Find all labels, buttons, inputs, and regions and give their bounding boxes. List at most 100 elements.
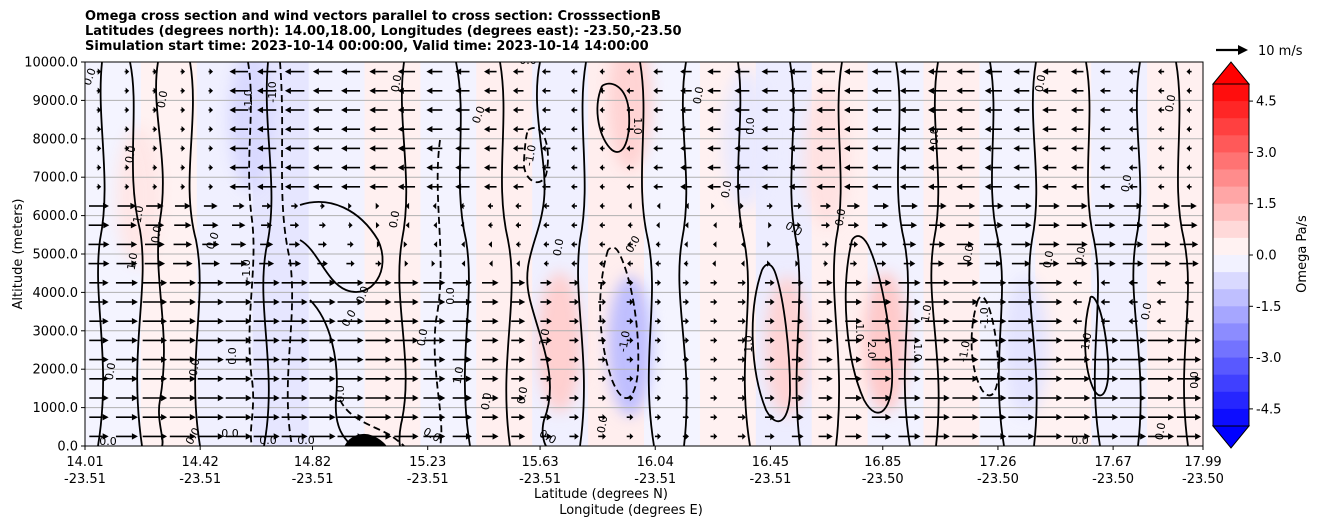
wind-vector bbox=[281, 318, 308, 325]
wind-vector bbox=[569, 414, 579, 421]
wind-vector-head bbox=[574, 279, 579, 286]
wind-vector bbox=[1120, 356, 1147, 363]
wind-vector-head bbox=[713, 356, 718, 363]
wind-vector bbox=[512, 106, 524, 114]
wind-vector bbox=[1071, 145, 1084, 152]
wind-vector bbox=[483, 126, 497, 133]
wind-vector-head bbox=[184, 202, 191, 210]
wind-vector-head bbox=[1025, 222, 1032, 229]
wind-vector bbox=[89, 318, 109, 325]
wind-vector bbox=[952, 375, 979, 382]
y-tick-label: 4000.0 bbox=[33, 286, 79, 301]
wind-vector bbox=[899, 68, 920, 75]
wind-vector-head bbox=[426, 106, 433, 114]
contour-label: 0.0 bbox=[744, 117, 757, 135]
wind-vector bbox=[365, 356, 392, 363]
wind-vector bbox=[1184, 298, 1194, 306]
wind-vector-head bbox=[125, 87, 130, 94]
wind-vector-head bbox=[1100, 279, 1105, 286]
wind-vector bbox=[516, 260, 520, 267]
wind-vector-head bbox=[938, 260, 945, 267]
wind-vector bbox=[540, 337, 552, 344]
wind-vector-head bbox=[826, 375, 833, 382]
wind-vector-head bbox=[629, 356, 634, 363]
wind-vector bbox=[403, 241, 408, 248]
wind-vector bbox=[180, 68, 186, 75]
wind-vector bbox=[710, 375, 718, 382]
wind-vector-head bbox=[412, 375, 419, 382]
wind-vector-head bbox=[707, 145, 714, 152]
wind-vector bbox=[115, 318, 138, 325]
wind-vector-head bbox=[161, 318, 168, 325]
colorbar-level bbox=[1213, 357, 1249, 376]
wind-vector-head bbox=[483, 87, 490, 94]
wind-vector-head bbox=[519, 414, 526, 421]
wind-vector bbox=[682, 414, 689, 421]
wind-vector-head bbox=[627, 222, 632, 229]
wind-vector bbox=[925, 298, 950, 306]
wind-vector bbox=[455, 68, 470, 75]
wind-vector-head bbox=[885, 279, 892, 286]
wind-vector bbox=[365, 318, 392, 325]
wind-vector bbox=[511, 433, 526, 440]
wind-vector-head bbox=[734, 164, 741, 171]
colorbar-tick-label: -4.5 bbox=[1256, 402, 1281, 417]
wind-vector bbox=[481, 298, 499, 306]
wind-vector bbox=[898, 279, 921, 286]
wind-vector bbox=[481, 279, 499, 286]
wind-vector bbox=[571, 202, 577, 210]
wind-vector bbox=[925, 433, 950, 440]
wind-vector-head bbox=[217, 356, 224, 363]
wind-vector bbox=[261, 222, 273, 229]
colorbar-level bbox=[1213, 374, 1249, 393]
contour-label: 0.0 bbox=[1139, 302, 1155, 321]
wind-vector bbox=[682, 375, 689, 382]
wind-vector bbox=[818, 298, 833, 306]
wind-vector bbox=[788, 126, 807, 133]
wind-vector-head bbox=[844, 164, 851, 171]
wind-vector bbox=[984, 106, 1002, 114]
wind-vector bbox=[208, 145, 214, 152]
wind-vector bbox=[341, 183, 361, 190]
wind-vector-head bbox=[910, 260, 916, 267]
wind-vector bbox=[571, 222, 578, 229]
wind-vector-head bbox=[541, 183, 546, 190]
wind-vector bbox=[1176, 433, 1202, 440]
wind-vector-head bbox=[1112, 394, 1119, 402]
y-axis-label: Altitude (meters) bbox=[11, 199, 26, 310]
contour-label: 0.0 bbox=[961, 244, 977, 263]
wind-vector bbox=[737, 375, 746, 382]
wind-vector-head bbox=[816, 106, 823, 114]
wind-vector-head bbox=[734, 183, 741, 190]
wind-vector bbox=[1071, 87, 1084, 94]
wind-vector-head bbox=[798, 202, 802, 210]
wind-vector-head bbox=[426, 164, 433, 171]
wind-vector-head bbox=[546, 433, 552, 440]
wind-vector bbox=[1010, 202, 1032, 210]
wind-vector-head bbox=[657, 414, 662, 421]
wind-vector-head bbox=[816, 183, 823, 190]
contour-label: 0.0 bbox=[149, 225, 165, 244]
wind-vector bbox=[257, 164, 277, 171]
wind-vector bbox=[818, 337, 833, 344]
wind-vector bbox=[957, 260, 974, 267]
wind-vector bbox=[626, 298, 634, 306]
omega-field bbox=[607, 276, 652, 417]
wind-vector-head bbox=[969, 202, 976, 210]
wind-vector-head bbox=[571, 145, 575, 152]
wind-vector bbox=[253, 318, 280, 325]
wind-vector-head bbox=[257, 183, 264, 190]
wind-vector bbox=[455, 183, 470, 190]
wind-vector-head bbox=[161, 375, 168, 382]
wind-vector bbox=[1186, 183, 1192, 190]
wind-vector-head bbox=[1136, 202, 1143, 210]
colorbar-level bbox=[1213, 203, 1249, 222]
wind-vector bbox=[146, 202, 164, 210]
wind-vector bbox=[925, 414, 950, 421]
wind-vector bbox=[433, 222, 437, 229]
wind-vector-head bbox=[321, 202, 325, 210]
wind-vector bbox=[818, 318, 833, 325]
contour-label: 1.0 bbox=[911, 343, 924, 361]
quiver-key-arrow-head bbox=[1238, 45, 1248, 55]
wind-vector bbox=[337, 356, 364, 363]
